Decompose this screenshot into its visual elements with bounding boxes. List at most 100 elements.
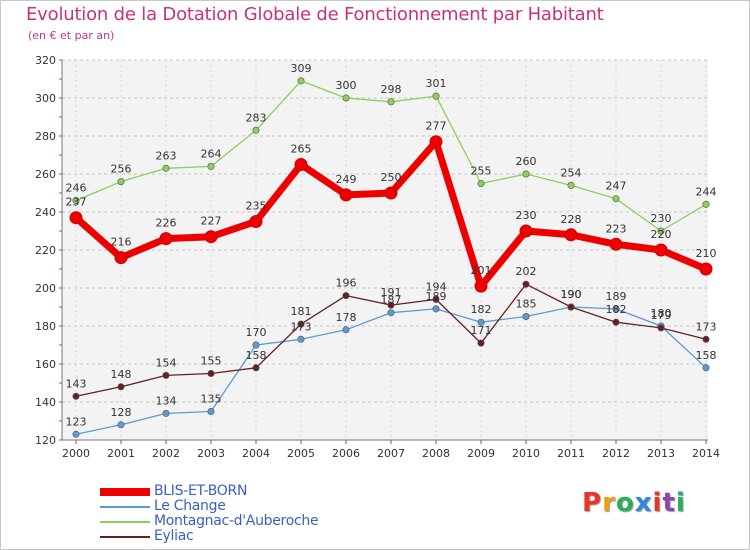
data-label: 190: [561, 288, 582, 301]
data-label: 158: [246, 349, 267, 362]
data-point: [657, 324, 665, 332]
data-label: 298: [381, 83, 402, 96]
data-point: [477, 318, 485, 326]
x-tick-label: 2011: [557, 447, 585, 460]
y-tick-label: 300: [35, 92, 56, 105]
legend-swatch: [100, 506, 150, 508]
x-tick-label: 2007: [377, 447, 405, 460]
data-label: 190: [561, 288, 582, 301]
data-point: [252, 341, 260, 349]
data-point: [519, 224, 533, 238]
data-point: [252, 126, 260, 134]
logo-letter: r: [602, 488, 616, 518]
data-point: [432, 92, 440, 100]
data-label: 223: [606, 222, 627, 235]
data-point: [294, 158, 308, 171]
series-0: [69, 135, 713, 293]
data-point: [297, 77, 305, 85]
data-label: 216: [111, 236, 132, 249]
data-label: 230: [516, 209, 537, 222]
data-point: [699, 262, 713, 276]
data-point: [387, 309, 395, 317]
data-point: [384, 186, 398, 200]
data-point: [654, 243, 668, 257]
x-tick-label: 2008: [422, 447, 450, 460]
series-1: [72, 303, 710, 438]
x-tick-label: 2014: [692, 447, 720, 460]
data-label: 300: [336, 79, 357, 92]
data-point: [114, 251, 128, 265]
data-label: 235: [246, 200, 267, 213]
data-label: 180: [651, 307, 672, 320]
data-point: [702, 200, 710, 208]
data-label: 220: [651, 228, 672, 241]
data-point: [567, 303, 575, 311]
x-tick-label: 2005: [287, 447, 315, 460]
legend-swatch: [100, 536, 150, 538]
data-label: 250: [381, 171, 402, 184]
y-tick-label: 320: [35, 54, 56, 67]
y-tick-label: 240: [35, 206, 56, 219]
data-point: [249, 215, 263, 228]
chart-subtitle: (en € et par an): [28, 29, 115, 42]
data-label: 191: [381, 286, 402, 299]
data-label: 249: [336, 173, 357, 186]
x-tick-label: 2009: [467, 447, 495, 460]
data-label: 181: [291, 305, 312, 318]
data-label: 226: [156, 217, 177, 230]
data-point: [117, 421, 125, 429]
data-point: [207, 407, 215, 415]
data-label: 228: [561, 213, 582, 226]
data-label: 187: [381, 294, 402, 307]
data-label: 263: [156, 149, 177, 162]
y-tick-label: 220: [35, 244, 56, 257]
data-point: [204, 230, 218, 244]
data-label: 154: [156, 356, 177, 369]
logo-letter: t: [662, 488, 676, 518]
x-tick-label: 2003: [197, 447, 225, 460]
y-tick-label: 120: [35, 434, 56, 447]
data-point: [207, 162, 215, 170]
data-point: [162, 371, 170, 379]
data-point: [72, 197, 80, 205]
data-label: 171: [471, 324, 492, 337]
data-point: [69, 211, 83, 225]
data-label: 194: [426, 280, 447, 293]
x-tick-label: 2001: [107, 447, 135, 460]
legend-label: BLIS-ET-BORN: [154, 483, 248, 499]
data-point: [387, 98, 395, 106]
chart-title: Evolution de la Dotation Globale de Fonc…: [26, 4, 604, 25]
data-label: 182: [471, 303, 492, 316]
data-point: [252, 364, 260, 372]
data-point: [474, 279, 488, 293]
x-tick-label: 2000: [62, 447, 90, 460]
data-label: 227: [201, 215, 222, 228]
data-point: [162, 164, 170, 172]
data-point: [657, 227, 665, 235]
data-label: 173: [291, 320, 312, 333]
data-label: 201: [471, 264, 492, 277]
data-label: 189: [426, 290, 447, 303]
data-label: 202: [516, 265, 537, 278]
data-point: [702, 364, 710, 372]
data-label: 148: [111, 368, 132, 381]
data-point: [297, 320, 305, 328]
y-tick-label: 260: [35, 168, 56, 181]
line-chart: 120 140 160 180 200 220 240 260 280 300 320 2000 200…: [35, 54, 720, 460]
data-label: 170: [246, 326, 267, 339]
data-label: 155: [201, 355, 222, 368]
data-label: 134: [156, 394, 177, 407]
legend-swatch: [100, 488, 150, 496]
data-label: 255: [471, 165, 492, 178]
data-point: [342, 292, 350, 300]
data-point: [162, 409, 170, 417]
logo-letter: x: [634, 488, 653, 518]
plot-area: [62, 60, 708, 440]
data-label: 173: [696, 320, 717, 333]
data-point: [387, 301, 395, 309]
x-tick-label: 2010: [512, 447, 540, 460]
data-label: 185: [516, 298, 537, 311]
data-point: [429, 135, 443, 149]
data-label: 309: [291, 62, 312, 75]
data-point: [72, 392, 80, 400]
